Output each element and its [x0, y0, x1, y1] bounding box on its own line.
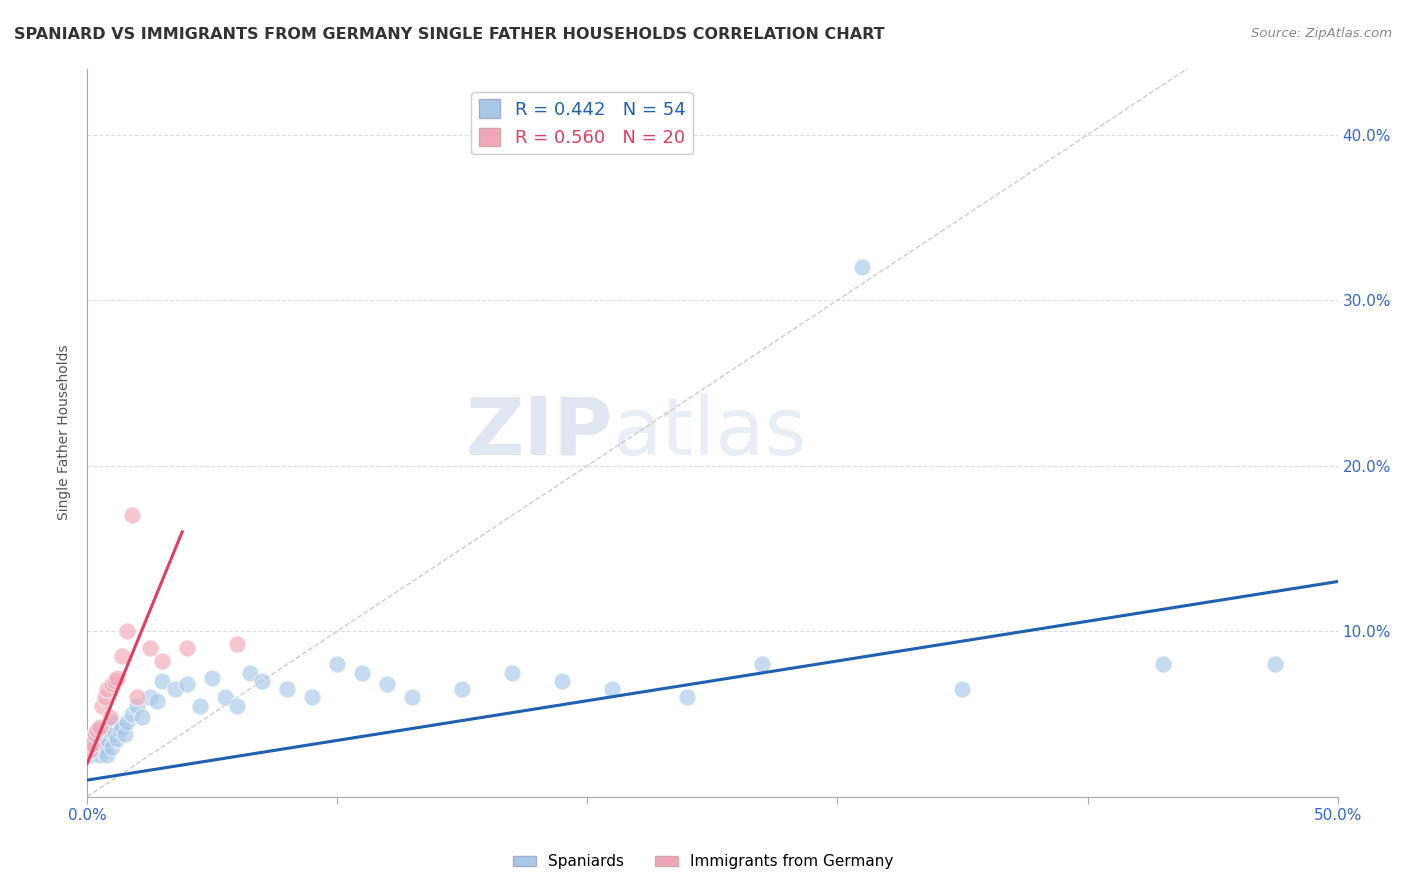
Point: [239, 665, 262, 680]
Point: [86, 723, 108, 738]
Point: [93, 720, 115, 734]
Point: [89, 731, 111, 746]
Text: atlas: atlas: [613, 393, 807, 472]
Point: [101, 715, 124, 730]
Point: [93, 690, 115, 705]
Point: [226, 698, 249, 713]
Point: [111, 648, 134, 663]
Point: [127, 698, 149, 713]
Point: [352, 665, 374, 680]
Point: [79, 748, 101, 763]
Point: [96, 682, 118, 697]
Point: [101, 677, 124, 691]
Text: SPANIARD VS IMMIGRANTS FROM GERMANY SINGLE FATHER HOUSEHOLDS CORRELATION CHART: SPANIARD VS IMMIGRANTS FROM GERMANY SING…: [14, 27, 884, 42]
Point: [83, 743, 105, 757]
Point: [1264, 657, 1286, 672]
Point: [401, 690, 423, 705]
Point: [138, 690, 160, 705]
Point: [952, 682, 974, 697]
Point: [150, 654, 173, 668]
Point: [96, 748, 118, 763]
Point: [127, 690, 149, 705]
Point: [676, 690, 699, 705]
Y-axis label: Single Father Households: Single Father Households: [58, 345, 72, 520]
Point: [163, 682, 186, 697]
Point: [602, 682, 624, 697]
Point: [108, 723, 131, 738]
Legend: Spaniards, Immigrants from Germany: Spaniards, Immigrants from Germany: [506, 848, 900, 875]
Point: [105, 671, 128, 685]
Point: [301, 690, 323, 705]
Point: [176, 640, 198, 655]
Point: [86, 737, 108, 751]
Point: [851, 260, 873, 274]
Point: [98, 723, 121, 738]
Point: [91, 727, 114, 741]
Point: [121, 706, 143, 721]
Point: [115, 624, 138, 639]
Point: [104, 727, 127, 741]
Point: [114, 727, 136, 741]
Point: [501, 665, 523, 680]
Point: [86, 723, 108, 738]
Point: [98, 710, 121, 724]
Point: [146, 694, 169, 708]
Point: [105, 731, 128, 746]
Point: [226, 637, 249, 651]
Text: Source: ZipAtlas.com: Source: ZipAtlas.com: [1251, 27, 1392, 40]
Point: [451, 682, 474, 697]
Text: ZIP: ZIP: [465, 393, 613, 472]
Point: [150, 673, 173, 688]
Point: [82, 731, 104, 746]
Point: [214, 690, 236, 705]
Point: [89, 748, 111, 763]
Point: [83, 727, 105, 741]
Point: [104, 673, 127, 688]
Point: [83, 727, 105, 741]
Point: [111, 720, 134, 734]
Point: [82, 739, 104, 754]
Point: [326, 657, 349, 672]
Point: [121, 508, 143, 523]
Point: [131, 710, 153, 724]
Point: [101, 739, 124, 754]
Point: [93, 739, 115, 754]
Point: [276, 682, 298, 697]
Point: [751, 657, 773, 672]
Point: [138, 640, 160, 655]
Point: [91, 743, 114, 757]
Point: [252, 673, 274, 688]
Point: [82, 737, 104, 751]
Point: [89, 720, 111, 734]
Point: [551, 673, 574, 688]
Point: [79, 743, 101, 757]
Point: [176, 677, 198, 691]
Point: [201, 671, 224, 685]
Point: [375, 677, 398, 691]
Point: [188, 698, 211, 713]
Legend: R = 0.442   N = 54, R = 0.560   N = 20: R = 0.442 N = 54, R = 0.560 N = 20: [471, 92, 693, 154]
Point: [1152, 657, 1174, 672]
Point: [91, 698, 114, 713]
Point: [115, 715, 138, 730]
Point: [96, 731, 118, 746]
